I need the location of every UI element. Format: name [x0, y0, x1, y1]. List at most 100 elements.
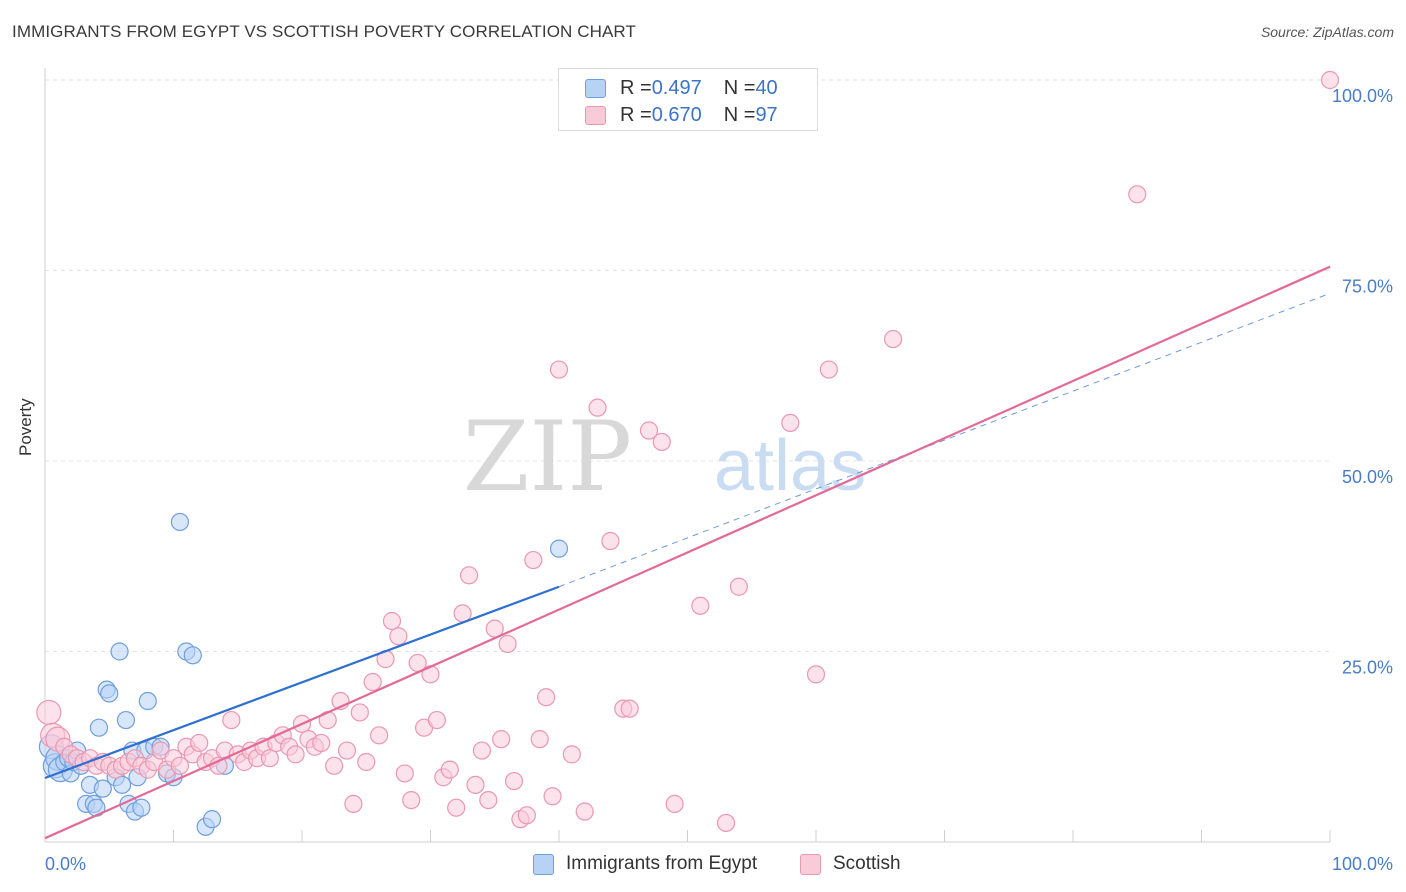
point-scottish [1320, 70, 1340, 90]
tick-labels: 25.0% 50.0% 75.0% 100.0% 0.0% 100.0% [45, 86, 1393, 874]
y-tick-label: 25.0% [1342, 658, 1393, 678]
legend-row-scottish: R = 0.670 N = 97 [585, 104, 778, 126]
grid-lines [45, 79, 1330, 652]
x-tick-label: 0.0% [45, 854, 86, 874]
point-scottish [691, 596, 710, 615]
point-egypt [549, 539, 569, 558]
point-scottish [575, 802, 594, 821]
point-scottish [806, 665, 826, 684]
legend-label-egypt: Immigrants from Egypt [566, 853, 758, 874]
trend-line-egypt [44, 585, 560, 780]
point-scottish [260, 749, 279, 768]
point-egypt [89, 718, 109, 737]
point-egypt [112, 775, 132, 794]
point-scottish [382, 611, 402, 631]
y-axis-label: Poverty [16, 398, 35, 456]
point-scottish [517, 806, 536, 825]
legend-r-label: R = [620, 76, 652, 99]
point-scottish [524, 550, 543, 570]
point-scottish [190, 733, 209, 753]
point-egypt [110, 642, 129, 661]
point-egypt [93, 779, 112, 798]
point-egypt [183, 646, 202, 665]
point-scottish [601, 531, 620, 551]
y-tick-label: 50.0% [1342, 467, 1393, 487]
point-egypt [138, 691, 157, 711]
legend-item-scottish: Scottish [800, 852, 901, 876]
point-scottish [402, 790, 421, 810]
point-scottish [729, 577, 749, 596]
legend-n-label: N = [723, 103, 756, 126]
trend-line-scottish [44, 265, 1331, 840]
point-scottish [325, 756, 344, 775]
point-scottish [312, 733, 331, 753]
legend-label-scottish: Scottish [833, 853, 901, 874]
point-scottish [549, 360, 569, 379]
point-scottish [447, 798, 466, 817]
chart-source: Source: ZipAtlas.com [1260, 24, 1394, 40]
point-scottish [440, 760, 459, 779]
point-scottish [716, 813, 736, 833]
watermark-atlas: atlas [714, 426, 866, 506]
chart-title: IMMIGRANTS FROM EGYPT VS SCOTTISH POVERT… [12, 22, 636, 41]
y-tick-label: 75.0% [1342, 277, 1393, 297]
point-scottish [819, 360, 838, 379]
legend-n-value: 40 [755, 76, 778, 99]
point-scottish [620, 699, 639, 718]
legend-row-egypt: R = 0.497 N = 40 [585, 77, 778, 99]
point-scottish [479, 790, 498, 810]
point-scottish [357, 752, 376, 772]
point-scottish [286, 745, 305, 764]
point-scottish [350, 703, 369, 722]
point-scottish [504, 771, 524, 791]
series-egypt-points [38, 512, 569, 836]
point-scottish [665, 794, 684, 814]
point-scottish [639, 421, 659, 440]
point-scottish [537, 688, 556, 707]
point-scottish [389, 627, 408, 646]
series-scottish-points [36, 70, 1340, 833]
legend-r-value: 0.670 [651, 103, 702, 126]
point-egypt [132, 798, 151, 817]
point-egypt [116, 710, 136, 730]
point-scottish [883, 329, 903, 349]
legend-item-egypt: Immigrants from Egypt [533, 852, 757, 876]
point-scottish [395, 764, 414, 783]
watermark-zip: ZIP [463, 401, 632, 513]
legend-n-value: 97 [755, 103, 778, 126]
point-scottish [466, 775, 485, 794]
point-scottish [543, 787, 562, 806]
point-scottish [498, 634, 517, 653]
x-tick-label: 100.0% [1332, 854, 1393, 874]
legend-stats: R = 0.497 N = 40 R = 0.670 N = 97 [558, 68, 818, 131]
point-scottish [222, 710, 241, 730]
point-scottish [588, 398, 607, 417]
point-scottish [370, 726, 389, 745]
legend-swatch-egypt [585, 78, 606, 98]
point-scottish [344, 794, 363, 814]
point-scottish [363, 672, 382, 692]
legend-swatch-egypt [533, 853, 554, 875]
point-egypt [100, 684, 119, 703]
trend-line-egypt-extension [558, 292, 1331, 588]
point-egypt [170, 512, 190, 532]
point-scottish [492, 730, 511, 749]
point-scottish [530, 730, 549, 749]
legend-r-value: 0.497 [651, 76, 702, 99]
point-scottish [337, 741, 357, 760]
point-scottish [652, 432, 671, 452]
legend-swatch-scottish [800, 853, 821, 875]
y-tick-label: 100.0% [1332, 86, 1393, 106]
watermark: ZIP atlas [463, 401, 866, 513]
point-scottish [562, 745, 581, 764]
legend-swatch-scottish [585, 105, 606, 125]
point-scottish [36, 699, 62, 726]
point-scottish [427, 710, 447, 730]
legend-n-label: N = [723, 76, 756, 99]
trend-lines [44, 265, 1331, 840]
point-scottish [459, 566, 479, 585]
point-scottish [170, 756, 190, 775]
point-egypt [202, 810, 222, 829]
legend-r-label: R = [620, 103, 652, 126]
